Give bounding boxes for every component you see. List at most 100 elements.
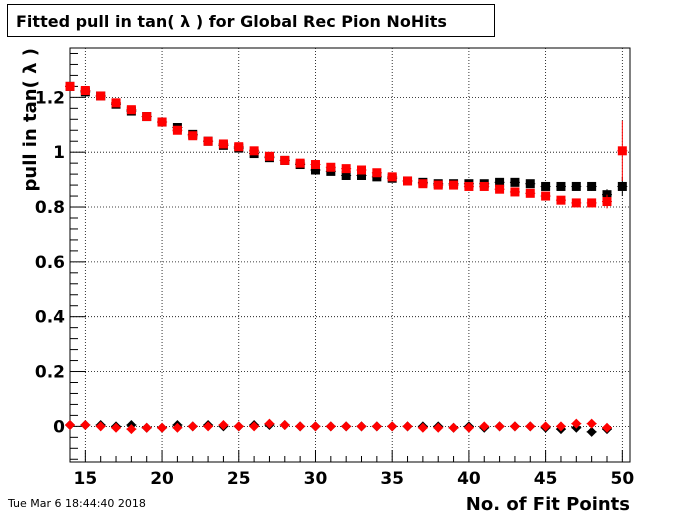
data-point xyxy=(141,422,152,433)
data-point xyxy=(617,181,627,191)
data-point xyxy=(586,426,597,437)
data-point xyxy=(587,181,597,191)
y-tick-label: 1 xyxy=(53,143,65,163)
data-point xyxy=(218,139,228,149)
data-point xyxy=(586,418,597,429)
data-point xyxy=(249,146,259,156)
series xyxy=(65,81,628,437)
data-point xyxy=(371,421,382,432)
data-point xyxy=(448,422,459,433)
data-point xyxy=(280,155,290,165)
x-tick-label: 30 xyxy=(304,469,328,489)
data-point xyxy=(188,131,198,141)
data-point xyxy=(233,421,244,432)
data-point xyxy=(617,146,627,156)
data-point xyxy=(571,418,582,429)
data-point xyxy=(555,421,566,432)
data-point xyxy=(525,421,536,432)
data-point xyxy=(172,125,182,135)
y-axis-title: pull in tan( λ ) xyxy=(20,48,41,192)
data-point xyxy=(372,168,382,178)
data-point xyxy=(433,180,443,190)
data-point xyxy=(418,179,428,189)
data-point xyxy=(111,98,121,108)
data-point xyxy=(601,422,612,433)
data-point xyxy=(509,421,520,432)
data-point xyxy=(495,177,505,187)
data-point xyxy=(310,421,321,432)
y-tick-label: 0.6 xyxy=(35,253,65,273)
series-1 xyxy=(65,81,628,209)
data-point xyxy=(417,422,428,433)
x-tick-label: 45 xyxy=(534,469,558,489)
x-tick-label: 35 xyxy=(380,469,404,489)
y-tick-label: 0.2 xyxy=(35,363,65,383)
x-tick-label: 40 xyxy=(457,469,481,489)
data-point xyxy=(126,424,137,435)
data-point xyxy=(341,421,352,432)
data-point xyxy=(387,421,398,432)
data-point xyxy=(234,142,244,152)
data-point xyxy=(264,418,275,429)
data-point xyxy=(525,188,535,198)
data-point xyxy=(325,421,336,432)
data-point xyxy=(494,421,505,432)
y-tick-label: 1.2 xyxy=(35,88,65,108)
y-tick-label: 0.4 xyxy=(35,308,65,328)
data-point xyxy=(249,421,260,432)
data-point xyxy=(587,198,597,208)
data-point xyxy=(464,181,474,191)
data-point xyxy=(357,170,367,180)
data-point xyxy=(126,105,136,115)
data-point xyxy=(479,181,489,191)
data-point xyxy=(341,170,351,180)
data-point xyxy=(403,176,413,186)
data-point xyxy=(495,184,505,194)
data-point xyxy=(295,158,305,168)
data-point xyxy=(510,187,520,197)
data-point xyxy=(203,136,213,146)
data-point xyxy=(96,91,106,101)
data-point xyxy=(540,421,551,432)
data-point xyxy=(310,160,320,170)
data-point xyxy=(541,181,551,191)
data-point xyxy=(295,421,306,432)
data-point xyxy=(172,422,183,433)
data-point xyxy=(556,181,566,191)
data-point xyxy=(187,421,198,432)
data-point xyxy=(387,172,397,182)
data-point xyxy=(95,421,106,432)
data-point xyxy=(525,179,535,189)
data-point xyxy=(310,165,320,175)
data-point xyxy=(463,422,474,433)
y-tick-labels: 0 0.2 0.4 0.6 0.8 1 1.2 xyxy=(35,88,65,437)
y-tick-label: 0 xyxy=(53,417,65,437)
x-tick-labels: 15 20 25 30 35 40 45 50 xyxy=(74,469,635,489)
data-point xyxy=(218,419,229,430)
data-point xyxy=(541,191,551,201)
plot-frame xyxy=(69,47,631,463)
data-point xyxy=(65,81,75,91)
data-point xyxy=(402,421,413,432)
data-point xyxy=(111,422,122,433)
data-point xyxy=(449,180,459,190)
axis-ticks xyxy=(69,52,623,462)
data-point xyxy=(510,177,520,187)
datestamp: Tue Mar 6 18:44:40 2018 xyxy=(8,497,146,510)
data-point xyxy=(264,151,274,161)
data-point xyxy=(65,419,75,430)
data-point xyxy=(556,195,566,205)
title-box: Fitted pull in tan( λ ) for Global Rec P… xyxy=(7,4,495,37)
data-point xyxy=(433,422,444,433)
x-tick-label: 50 xyxy=(610,469,634,489)
data-point xyxy=(571,181,581,191)
x-tick-label: 15 xyxy=(74,469,98,489)
grid xyxy=(70,48,630,462)
x-axis-title: No. of Fit Points xyxy=(466,494,630,514)
data-point xyxy=(80,419,91,430)
x-tick-label: 25 xyxy=(227,469,251,489)
data-point xyxy=(357,165,367,175)
data-point xyxy=(142,112,152,122)
data-point xyxy=(602,197,612,207)
